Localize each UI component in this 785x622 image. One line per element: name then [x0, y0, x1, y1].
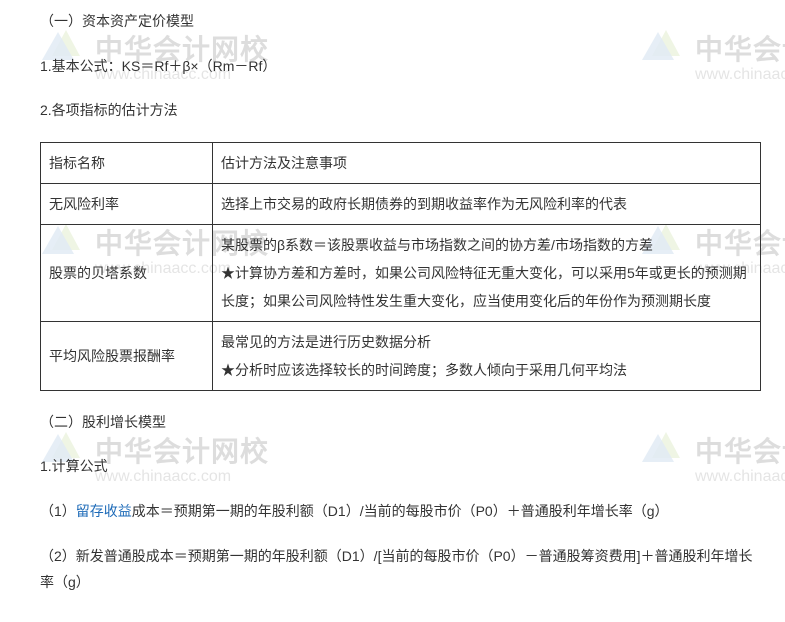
- table-header-desc: 估计方法及注意事项: [213, 142, 761, 183]
- table-row: 无风险利率选择上市交易的政府长期债券的到期收益率作为无风险利率的代表: [41, 183, 761, 224]
- section-2-sub1: 1.计算公式: [40, 453, 761, 480]
- indicator-name: 平均风险股票报酬率: [41, 321, 213, 390]
- formula-retained-earnings: （1）留存收益成本＝预期第一期的年股利额（D1）/当前的每股市价（P0）＋普通股…: [40, 498, 761, 525]
- retained-earnings-link[interactable]: 留存收益: [76, 503, 132, 519]
- indicator-desc: 某股票的β系数＝该股票收益与市场指数之间的协方差/市场指数的方差★计算协方差和方…: [213, 224, 761, 321]
- section-1-sub2: 2.各项指标的估计方法: [40, 97, 761, 124]
- table-header-name: 指标名称: [41, 142, 213, 183]
- section-1-title: （一）资本资产定价模型: [40, 8, 761, 35]
- table-row: 平均风险股票报酬率最常见的方法是进行历史数据分析★分析时应该选择较长的时间跨度；…: [41, 321, 761, 390]
- indicator-desc: 最常见的方法是进行历史数据分析★分析时应该选择较长的时间跨度；多数人倾向于采用几…: [213, 321, 761, 390]
- document-body: （一）资本资产定价模型 1.基本公式：KS＝Rf＋β×（Rm－Rf） 2.各项指…: [0, 0, 785, 622]
- section-2-title: （二）股利增长模型: [40, 409, 761, 436]
- formula-new-common-stock: （2）新发普通股成本＝预期第一期的年股利额（D1）/[当前的每股市价（P0）－普…: [40, 543, 761, 596]
- table-header-row: 指标名称 估计方法及注意事项: [41, 142, 761, 183]
- indicator-desc: 选择上市交易的政府长期债券的到期收益率作为无风险利率的代表: [213, 183, 761, 224]
- indicators-table: 指标名称 估计方法及注意事项 无风险利率选择上市交易的政府长期债券的到期收益率作…: [40, 142, 761, 391]
- table-row: 股票的贝塔系数某股票的β系数＝该股票收益与市场指数之间的协方差/市场指数的方差★…: [41, 224, 761, 321]
- formula-1-prefix: （1）: [40, 503, 76, 519]
- indicator-name: 股票的贝塔系数: [41, 224, 213, 321]
- formula-capm: 1.基本公式：KS＝Rf＋β×（Rm－Rf）: [40, 53, 761, 80]
- formula-1-post: 成本＝预期第一期的年股利额（D1）/当前的每股市价（P0）＋普通股利年增长率（g…: [132, 503, 669, 519]
- indicator-name: 无风险利率: [41, 183, 213, 224]
